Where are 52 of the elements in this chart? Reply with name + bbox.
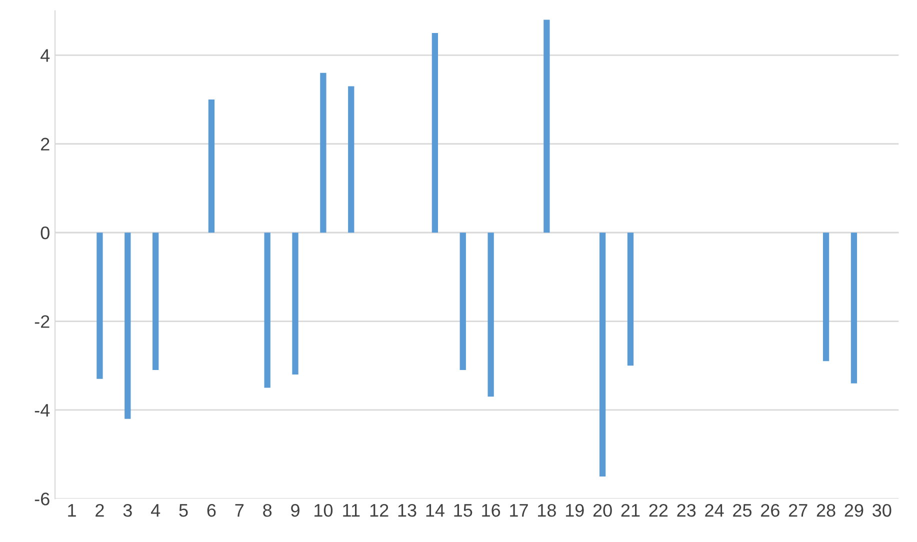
bar <box>124 232 131 419</box>
y-tick-label: -2 <box>34 315 50 328</box>
x-tick-label: 1 <box>68 504 76 517</box>
x-tick-label: 30 <box>872 504 892 517</box>
x-tick-label: 14 <box>426 504 444 517</box>
bar <box>432 33 438 233</box>
x-tick-label: 19 <box>566 504 584 517</box>
bar <box>822 232 830 362</box>
bar <box>96 232 103 379</box>
bar <box>292 232 298 374</box>
bar <box>488 232 494 397</box>
x-tick-label: 27 <box>788 504 808 517</box>
x-tick-label: 12 <box>370 504 388 517</box>
x-tick-label: 22 <box>649 504 668 517</box>
x-tick-label: 29 <box>844 504 864 517</box>
x-tick-label: 2 <box>96 504 104 517</box>
bar <box>599 232 606 476</box>
x-tick-label: 9 <box>291 504 300 517</box>
bar <box>320 72 326 233</box>
x-tick-label: 15 <box>454 504 472 517</box>
x-tick-label: 23 <box>677 504 696 517</box>
bar <box>544 20 550 233</box>
x-tick-label: 16 <box>482 504 500 517</box>
x-tick-label: 6 <box>207 504 216 517</box>
x-tick-label: 24 <box>705 504 724 517</box>
x-tick-label: 28 <box>816 504 836 517</box>
bar <box>627 232 634 366</box>
x-tick-label: 4 <box>150 504 160 517</box>
x-tick-label: 8 <box>263 504 272 517</box>
x-tick-label: 3 <box>123 504 132 517</box>
x-tick-label: 11 <box>343 504 360 517</box>
x-tick-label: 10 <box>314 504 333 517</box>
x-tick-label: 5 <box>179 504 188 517</box>
y-tick-label: 2 <box>41 138 50 150</box>
bar <box>348 86 354 233</box>
y-tick-label: 0 <box>40 226 50 240</box>
bar <box>850 232 858 384</box>
x-tick-label: 21 <box>621 504 640 517</box>
x-tick-label: 17 <box>510 504 528 517</box>
x-tick-label: 25 <box>733 504 752 517</box>
x-tick-label: 20 <box>593 504 612 517</box>
y-tick-label: 4 <box>40 49 50 62</box>
x-tick-label: 26 <box>761 504 780 517</box>
y-tick-label: -6 <box>34 492 50 506</box>
bar <box>152 232 159 370</box>
x-tick-label: 18 <box>538 504 556 517</box>
bar <box>264 232 270 388</box>
bar <box>460 232 466 370</box>
bar <box>208 100 215 233</box>
y-tick-label: -4 <box>34 404 50 416</box>
x-tick-label: 7 <box>235 504 244 517</box>
x-tick-label: 13 <box>398 504 416 517</box>
